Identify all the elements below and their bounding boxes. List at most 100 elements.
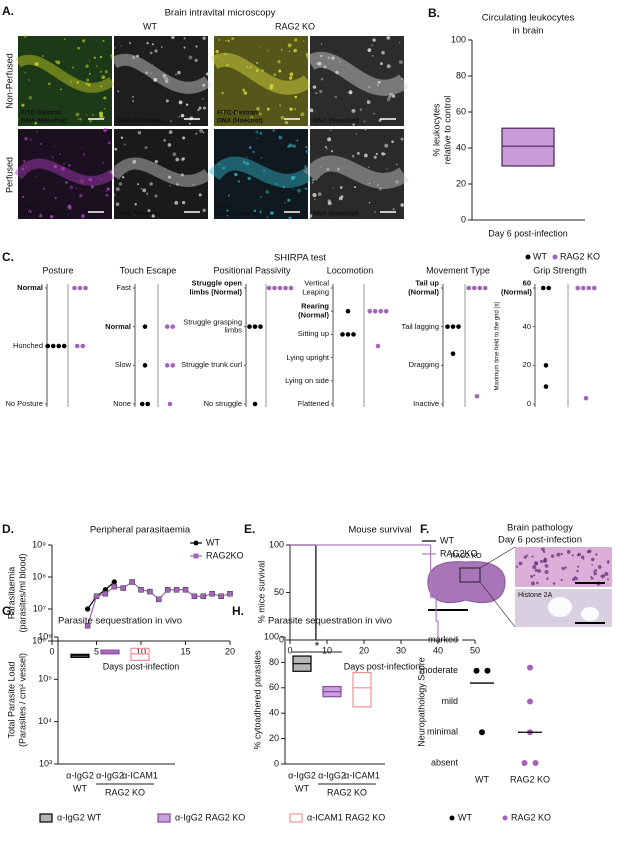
nucleus xyxy=(69,80,72,83)
nucleus xyxy=(198,193,202,197)
stain-label: Histone 2A xyxy=(518,592,553,599)
nucleus xyxy=(24,71,27,74)
nucleus xyxy=(389,92,394,97)
nucleus xyxy=(75,187,78,189)
cell xyxy=(597,565,602,569)
dot xyxy=(372,308,378,314)
cell xyxy=(591,563,593,566)
dot xyxy=(575,285,581,291)
nucleus xyxy=(25,137,27,139)
vessel xyxy=(210,52,313,95)
nucleus xyxy=(294,38,298,42)
y-tick-label: moderate xyxy=(420,665,458,675)
nucleus xyxy=(205,72,209,76)
nucleus xyxy=(319,89,323,94)
vessel xyxy=(305,51,409,96)
nucleus xyxy=(253,209,257,213)
nucleus xyxy=(132,100,135,103)
dot xyxy=(266,285,272,291)
nucleus xyxy=(272,129,276,132)
nucleus xyxy=(363,120,366,123)
nucleus xyxy=(292,144,296,148)
cell xyxy=(550,554,555,558)
nucleus xyxy=(67,204,72,209)
dot xyxy=(583,395,589,401)
microscopy-image xyxy=(310,129,404,219)
nucleus xyxy=(202,208,206,212)
dot xyxy=(288,285,294,291)
nucleus xyxy=(114,148,118,151)
nucleus xyxy=(255,69,259,73)
nucleus xyxy=(368,182,371,185)
box xyxy=(501,127,555,167)
nucleus xyxy=(334,95,338,99)
nucleus xyxy=(103,96,107,100)
dot xyxy=(142,363,148,368)
dot xyxy=(45,343,51,349)
nucleus xyxy=(38,213,43,218)
image-texture xyxy=(208,129,313,220)
nucleus xyxy=(384,143,389,148)
y-axis-label: Maximum time held to the grid (s) xyxy=(495,301,501,390)
x-tick-label: WT xyxy=(475,774,489,784)
nucleus xyxy=(237,180,241,183)
nucleus xyxy=(170,120,172,122)
nucleus xyxy=(398,41,401,44)
column-label: RAG2 KO xyxy=(275,21,315,31)
cell xyxy=(574,576,577,579)
marker xyxy=(147,588,153,595)
nucleus xyxy=(368,85,371,89)
nucleus xyxy=(273,73,277,77)
chart-title: in brain xyxy=(512,26,543,37)
nucleus xyxy=(22,195,25,198)
y-tick-label: 40 xyxy=(269,708,279,718)
vessel-lumen xyxy=(548,597,572,617)
vessel xyxy=(110,53,212,94)
nucleus xyxy=(86,78,90,82)
nucleus xyxy=(106,187,110,191)
chart-title: SHIRPA test xyxy=(274,253,326,264)
column-label: WT xyxy=(143,21,157,31)
chart-title: Mouse survival xyxy=(348,525,411,536)
nucleus xyxy=(374,211,376,213)
nucleus xyxy=(171,35,175,40)
nucleus xyxy=(69,185,74,190)
nucleus xyxy=(311,178,315,182)
cell xyxy=(530,575,534,578)
nucleus xyxy=(189,122,191,125)
nucleus xyxy=(172,152,177,157)
y-axis-label: (parasites/ml blood) xyxy=(17,553,27,632)
nucleus xyxy=(183,37,186,40)
nucleus xyxy=(359,108,363,111)
panel-label: F. xyxy=(420,522,429,536)
nucleus xyxy=(256,107,260,111)
nucleus xyxy=(181,157,185,161)
nucleus xyxy=(34,62,39,67)
dot xyxy=(527,664,533,671)
nucleus xyxy=(395,180,400,184)
dot xyxy=(482,285,488,291)
nucleus xyxy=(202,36,206,40)
y-axis-label: Parasitaemia xyxy=(6,567,16,620)
survival-step xyxy=(435,597,438,622)
nucleus xyxy=(250,116,254,120)
nucleus xyxy=(178,100,183,105)
nucleus xyxy=(303,40,305,42)
panel-label: C. xyxy=(2,250,14,264)
nucleus xyxy=(320,77,324,81)
group-label: WT xyxy=(295,783,309,793)
significance-marker: * xyxy=(315,639,320,653)
nucleus xyxy=(289,72,294,77)
dot xyxy=(477,285,483,291)
nucleus xyxy=(175,157,180,162)
nucleus xyxy=(266,49,269,52)
nucleus xyxy=(80,146,83,148)
nucleus xyxy=(77,118,79,120)
dot xyxy=(351,332,356,337)
marker xyxy=(84,622,91,629)
y-tick-label: 0 xyxy=(461,214,466,224)
nucleus xyxy=(338,196,343,201)
nucleus xyxy=(133,214,135,216)
x-tick-label: α-IgG2 xyxy=(66,770,94,780)
nucleus xyxy=(215,49,219,54)
